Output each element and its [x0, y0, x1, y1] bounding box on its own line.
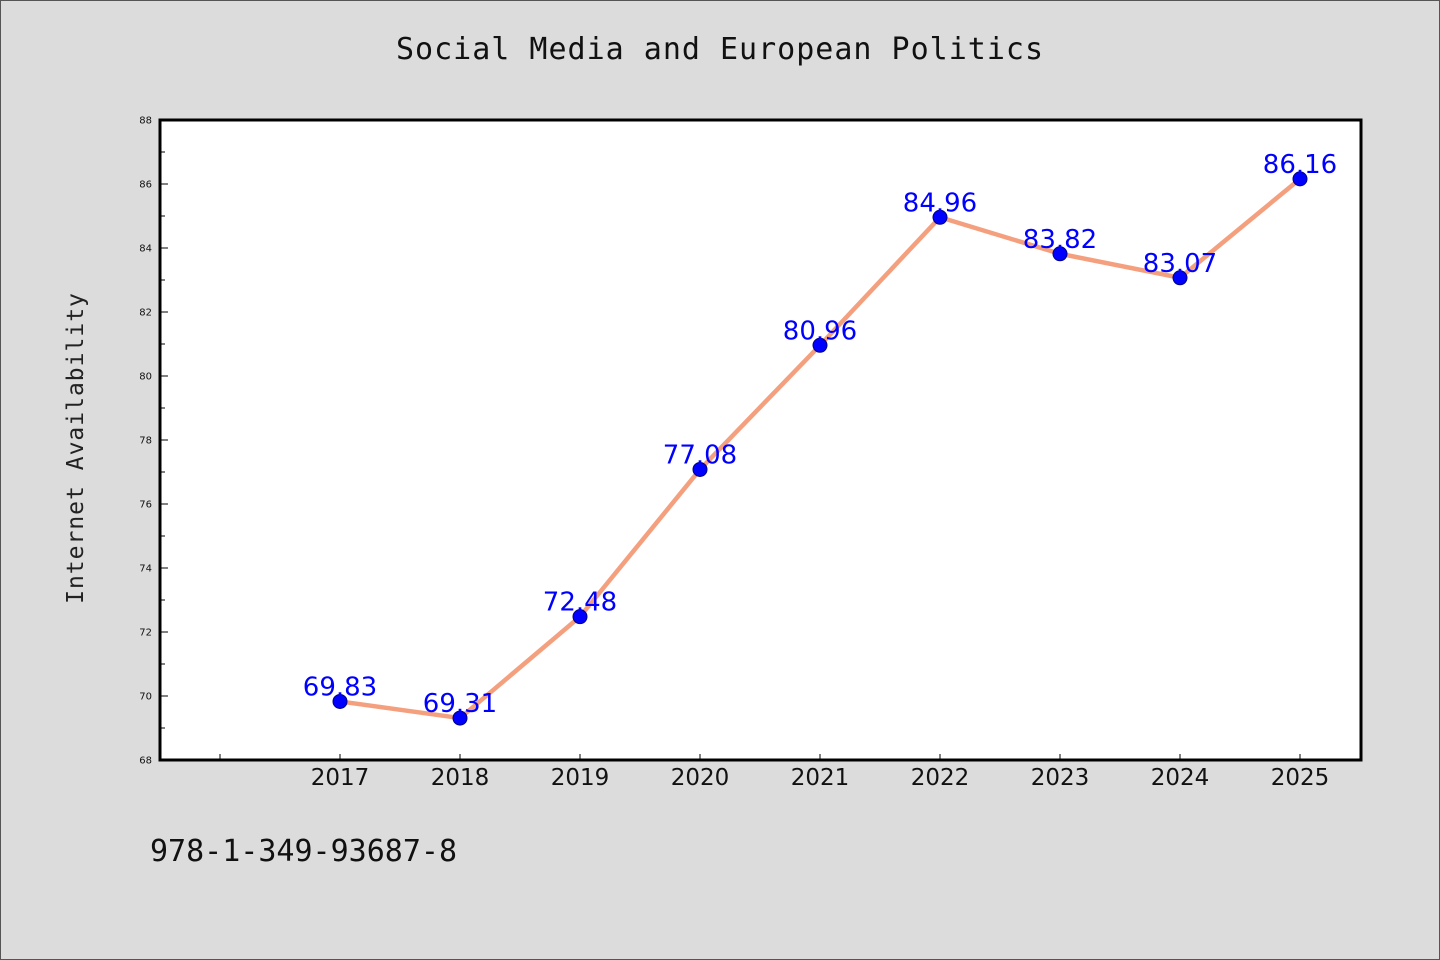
- y-tick-label: 84: [139, 244, 152, 255]
- data-point: [932, 209, 948, 225]
- x-tick-label: 2023: [1031, 765, 1090, 791]
- data-label: 69.83: [303, 672, 377, 702]
- y-tick-label: 76: [139, 500, 152, 511]
- series-group: [332, 171, 1308, 726]
- x-tick-label: 2018: [431, 765, 490, 791]
- x-tick-label: 2019: [551, 765, 610, 791]
- x-tick-label: 2024: [1151, 765, 1210, 791]
- y-tick-label: 72: [139, 628, 152, 639]
- data-point: [452, 710, 468, 726]
- data-point: [1172, 270, 1188, 286]
- y-tick-label: 80: [139, 372, 152, 383]
- y-tick-label: 74: [139, 564, 152, 575]
- isbn-label: 978-1-349-93687-8: [150, 834, 458, 869]
- data-labels: 69.83 69.31 72.48 77.08 80.96 84.96 83.82 83.07…: [303, 150, 1337, 719]
- data-point: [572, 609, 588, 625]
- y-tick-label: 68: [139, 756, 152, 767]
- data-label: 77.08: [663, 440, 737, 470]
- data-label: 83.82: [1023, 225, 1097, 255]
- data-point: [1292, 171, 1308, 187]
- x-tick-label: 2017: [311, 765, 370, 791]
- data-label: 72.48: [543, 588, 617, 618]
- y-tick-label: 86: [139, 180, 152, 191]
- data-label: 69.31: [423, 689, 497, 719]
- plot-area: [158, 118, 1363, 762]
- data-point: [332, 693, 348, 709]
- data-point: [692, 461, 708, 477]
- y-tick-label: 88: [139, 116, 152, 127]
- data-label: 83.07: [1143, 249, 1217, 279]
- x-tick-label: 2022: [911, 765, 970, 791]
- x-tick-label: 2021: [791, 765, 850, 791]
- y-tick-label: 82: [139, 308, 152, 319]
- y-tick-label: 78: [139, 436, 152, 447]
- data-label: 86.16: [1263, 150, 1337, 180]
- y-tick-label: 70: [139, 692, 152, 703]
- x-tick-label: 2025: [1271, 765, 1330, 791]
- data-label: 80.96: [783, 316, 857, 346]
- x-axis-ticks: 2017 2018 2019 2020 2021 2022 2023 2024 2025: [219, 754, 1330, 791]
- data-label: 84.96: [903, 188, 977, 218]
- chart-title: Social Media and European Politics: [395, 32, 1045, 67]
- data-point: [1052, 246, 1068, 262]
- y-axis-ticks: 68 70 72 74 76 78 80 82 84 86 88: [139, 116, 168, 767]
- data-point: [812, 337, 828, 353]
- x-tick-label: 2020: [671, 765, 730, 791]
